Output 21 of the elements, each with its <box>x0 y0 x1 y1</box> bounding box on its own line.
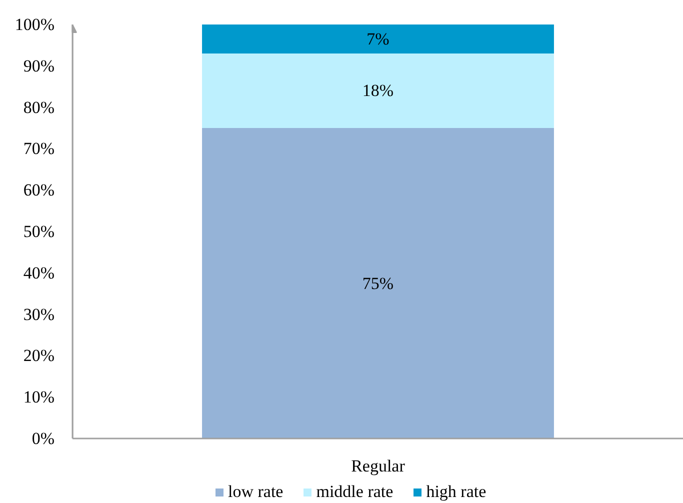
y-tick-label: 70% <box>23 139 55 158</box>
data-label: 18% <box>362 81 394 100</box>
legend-label: high rate <box>426 482 486 502</box>
y-tick-label: 10% <box>23 388 55 407</box>
data-label: 75% <box>362 274 394 293</box>
legend-label: middle rate <box>316 482 394 502</box>
y-tick-label: 90% <box>23 56 55 76</box>
legend-label: low rate <box>228 482 284 502</box>
y-tick-label: 60% <box>23 180 55 200</box>
y-tick-label: 100% <box>14 15 55 34</box>
bar <box>202 53 554 128</box>
x-tick-label: Regular <box>351 456 406 476</box>
bar <box>202 24 554 54</box>
bar <box>202 128 554 438</box>
y-tick-label: 80% <box>23 98 55 117</box>
y-tick-label: 20% <box>23 346 55 366</box>
y-tick-label: 30% <box>23 304 55 324</box>
y-tick-label: 50% <box>23 222 55 241</box>
y-tick-label: 40% <box>23 263 55 282</box>
data-label: 7% <box>366 29 390 48</box>
y-tick-label: 0% <box>32 429 55 448</box>
